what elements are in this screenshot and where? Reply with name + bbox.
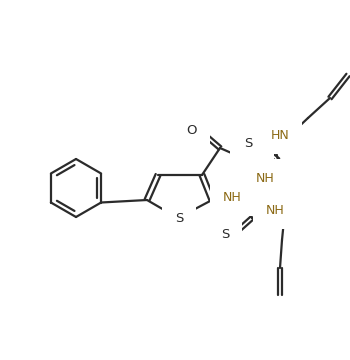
Text: NH: NH <box>243 154 261 167</box>
Text: S: S <box>244 136 252 149</box>
Text: O: O <box>187 123 197 136</box>
Text: NH: NH <box>256 171 274 185</box>
Text: NH: NH <box>223 190 241 203</box>
Text: S: S <box>175 212 183 225</box>
Text: HN: HN <box>271 129 289 141</box>
Text: NH: NH <box>266 203 284 216</box>
Text: S: S <box>221 229 229 242</box>
